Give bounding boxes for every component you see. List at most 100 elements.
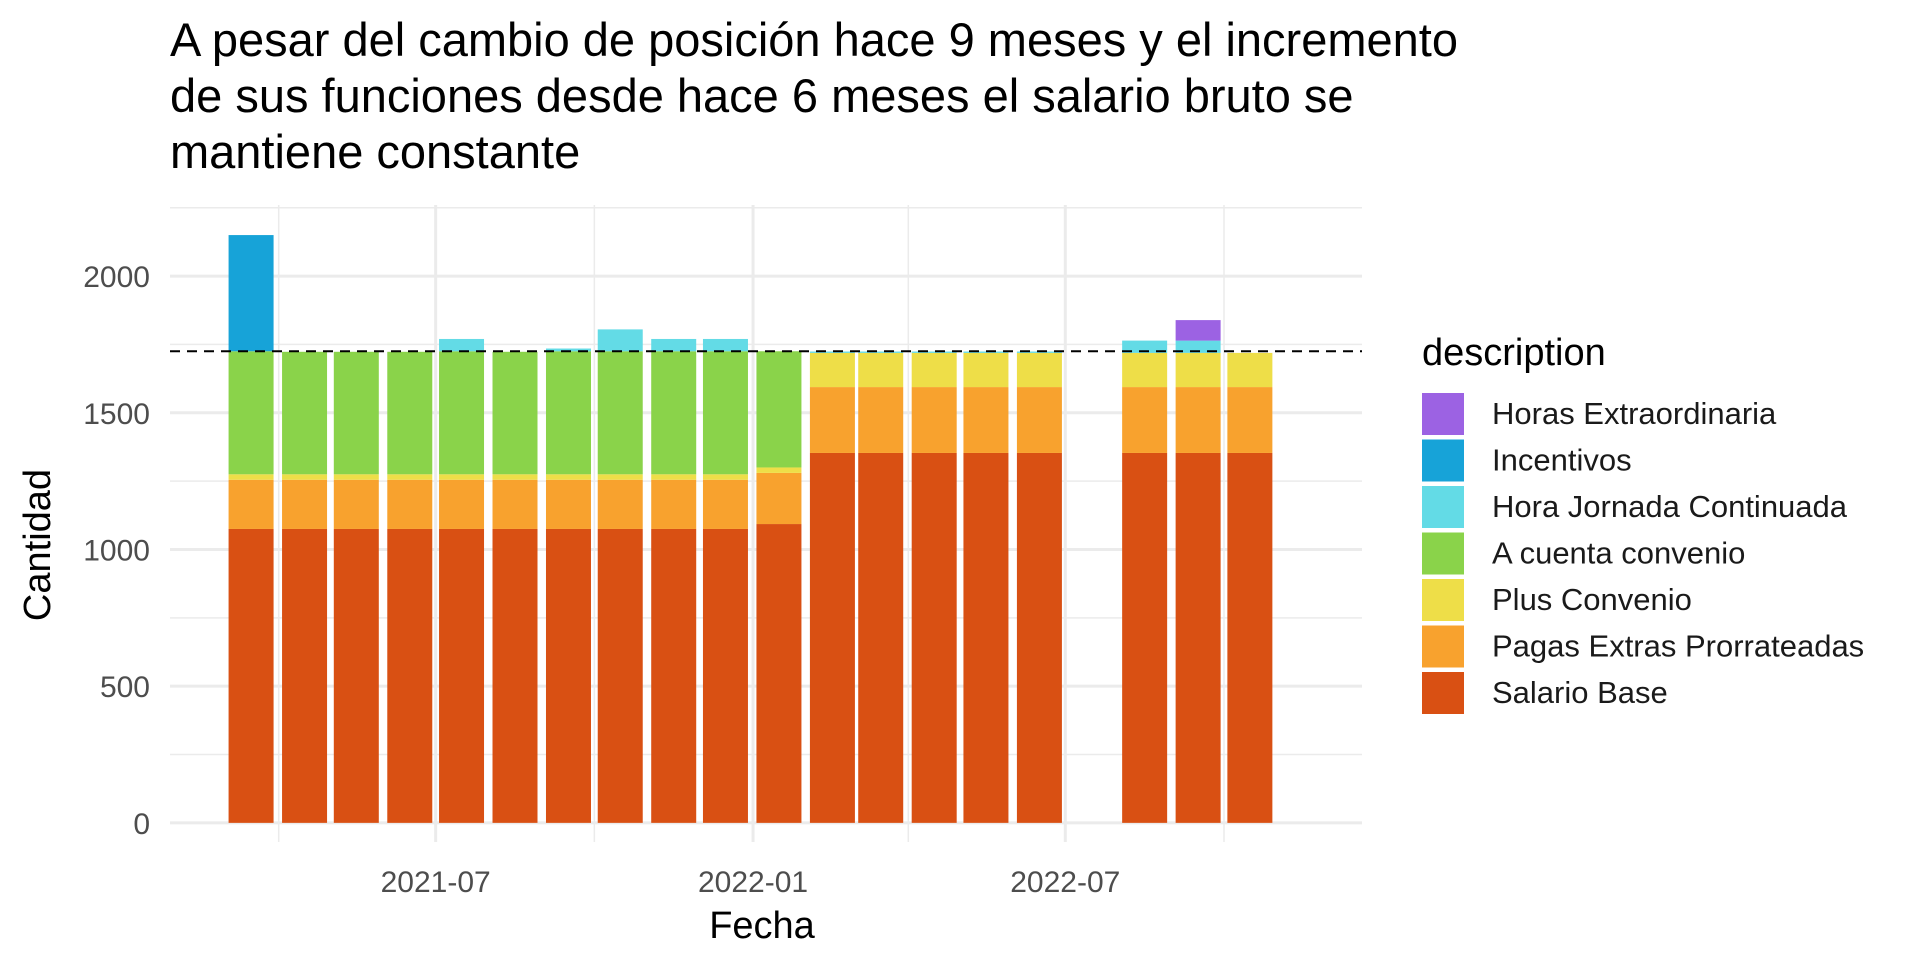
bar-segment	[228, 479, 274, 529]
bar-segment	[439, 351, 485, 475]
bar-segment	[1122, 340, 1168, 353]
bar-segment	[545, 479, 591, 529]
bar-segment	[809, 351, 855, 353]
bar-segment	[387, 528, 433, 823]
y-tick-label: 2000	[83, 261, 150, 294]
bar-segment	[492, 351, 538, 475]
bar-segment	[1122, 352, 1168, 388]
legend-label: Incentivos	[1492, 443, 1632, 478]
bar-segment	[1175, 352, 1221, 388]
bar-segment	[756, 351, 802, 468]
legend-swatch	[1422, 486, 1464, 528]
bar-segment	[228, 235, 274, 352]
legend-label: Plus Convenio	[1492, 582, 1692, 617]
legend-swatch	[1422, 672, 1464, 714]
y-axis: 0 500 1000 1500 2000	[83, 261, 150, 841]
bar-segment	[911, 452, 957, 823]
bar-segment	[963, 387, 1009, 453]
bar-segment	[282, 528, 328, 823]
bar-segment	[439, 338, 485, 352]
bar-segment	[651, 474, 697, 480]
bar-segment	[756, 467, 802, 473]
y-tick-label: 0	[133, 808, 150, 841]
legend: description Horas Extraordinaria Incentiv…	[1422, 332, 1864, 714]
bar-segment	[597, 479, 643, 529]
bar-segment	[1016, 387, 1062, 453]
legend-swatch	[1422, 532, 1464, 575]
bar-segment	[545, 348, 591, 352]
chart-title: A pesar del cambio de posición hace 9 me…	[170, 13, 1458, 178]
legend-swatch	[1422, 579, 1464, 621]
bar-segment	[702, 351, 748, 475]
title-line: A pesar del cambio de posición hace 9 me…	[170, 13, 1458, 66]
bar-segment	[651, 351, 697, 475]
bar-segment	[228, 528, 274, 823]
bar-segment	[1016, 452, 1062, 823]
bar-segment	[597, 528, 643, 823]
legend-swatch	[1422, 439, 1464, 482]
legend-swatch	[1422, 393, 1464, 435]
bar-segment	[702, 338, 748, 352]
bar-segment	[911, 387, 957, 453]
bar-segment	[545, 528, 591, 823]
legend-label: Pagas Extras Prorrateadas	[1492, 629, 1864, 664]
bar-segment	[1227, 387, 1273, 453]
bar-segment	[963, 452, 1009, 823]
x-tick-label: 2021-07	[381, 866, 491, 899]
bar-segment	[1175, 452, 1221, 823]
bar-segment	[1016, 352, 1062, 388]
bar-segment	[228, 351, 274, 475]
bar-segment	[702, 528, 748, 823]
bar-segment	[651, 338, 697, 352]
bars	[228, 235, 1273, 823]
bar-segment	[911, 351, 957, 353]
bar-segment	[228, 474, 274, 480]
bar-segment	[492, 528, 538, 823]
bar-segment	[858, 387, 904, 453]
legend-label: Horas Extraordinaria	[1492, 396, 1777, 431]
bar-segment	[282, 479, 328, 529]
bar-segment	[809, 352, 855, 388]
bar-segment	[1227, 352, 1273, 388]
bar-segment	[651, 528, 697, 823]
bar-segment	[1175, 340, 1221, 353]
bar-segment	[597, 474, 643, 480]
y-tick-label: 500	[100, 671, 150, 704]
x-axis-title: Fecha	[709, 905, 815, 947]
bar-segment	[333, 479, 379, 529]
bar-segment	[756, 524, 802, 823]
bar-segment	[1122, 452, 1168, 823]
y-axis-title: Cantidad	[17, 469, 59, 621]
legend-label: A cuenta convenio	[1492, 536, 1745, 571]
bar-segment	[809, 452, 855, 823]
y-tick-label: 1500	[83, 398, 150, 431]
legend-title: description	[1422, 332, 1606, 374]
bar-segment	[1175, 387, 1221, 453]
bar-segment	[439, 479, 485, 529]
bar-segment	[333, 528, 379, 823]
x-tick-label: 2022-07	[1010, 866, 1120, 899]
bar-segment	[858, 351, 904, 353]
legend-items: Horas Extraordinaria Incentivos Hora Jorna…	[1422, 393, 1864, 714]
bar-segment	[858, 352, 904, 388]
bar-segment	[809, 387, 855, 453]
bar-segment	[651, 479, 697, 529]
legend-label: Salario Base	[1492, 675, 1668, 710]
bar-segment	[858, 452, 904, 823]
bar-segment	[911, 352, 957, 388]
bar-segment	[597, 329, 643, 352]
x-axis: 2021-07 2022-01 2022-07	[381, 866, 1121, 899]
bar-segment	[282, 351, 328, 475]
bar-segment	[492, 479, 538, 529]
bar-segment	[333, 351, 379, 475]
title-line: de sus funciones desde hace 6 meses el s…	[170, 69, 1354, 122]
bar-segment	[387, 351, 433, 475]
legend-swatch	[1422, 625, 1464, 668]
bar-segment	[597, 351, 643, 475]
y-tick-label: 1000	[83, 534, 150, 567]
bar-segment	[1122, 387, 1168, 453]
bar-segment	[439, 474, 485, 480]
x-tick-label: 2022-01	[698, 866, 808, 899]
bar-segment	[963, 352, 1009, 388]
